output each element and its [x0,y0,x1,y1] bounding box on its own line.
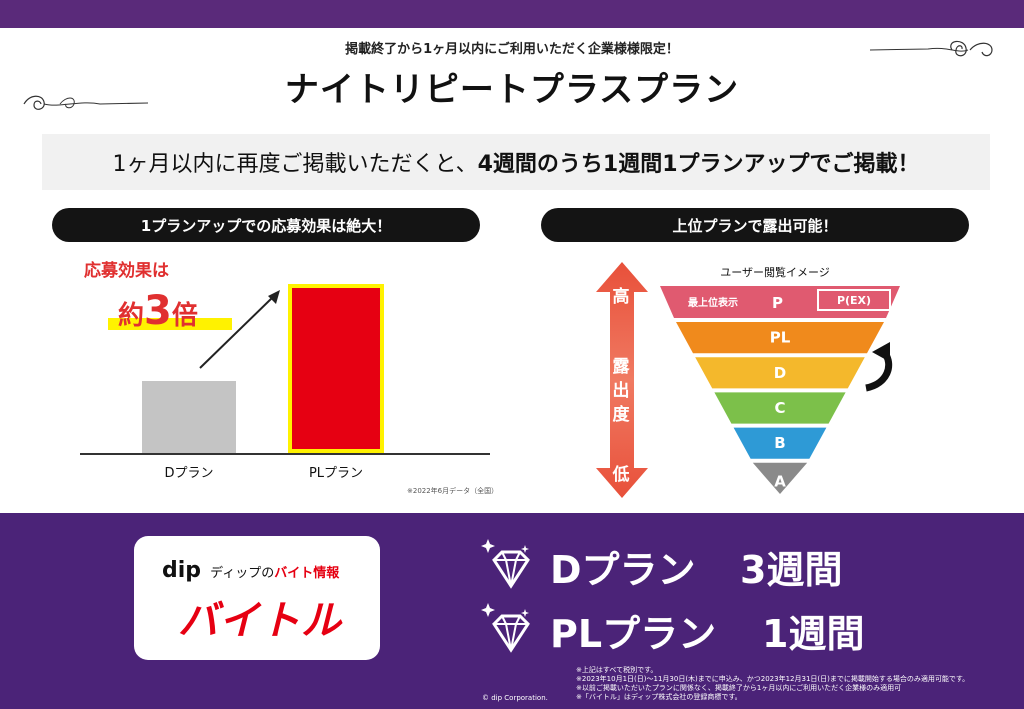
chart-baseline [80,453,490,455]
flourish-right-icon [869,40,993,57]
highlight-marker [108,318,232,330]
curl-arrow-icon [865,342,892,392]
footnote-4: ※「バイトル」はディップ株式会社の登録商標です。 [576,693,742,701]
plan-name-pl: PLプラン [550,611,717,656]
source-note: ※2022年6月データ（全国） [407,487,499,495]
logo-dip: dip [162,558,202,583]
footnotes: ※上記はすべて税別です。 ※2023年10月1日(日)～11月30日(木)までに… [576,666,969,702]
funnel-top-plan: P [772,294,783,312]
exposure-char-2: 出 [612,381,630,401]
category-label-pl: PLプラン [308,466,364,481]
low-label: 低 [612,465,630,485]
funnel-title: ユーザー閲覧イメージ [720,266,830,279]
logo-baitoru: バイトル [178,598,342,644]
times-suffix: 倍 [171,301,198,331]
logo-sub-2: バイト情報 [274,566,340,581]
high-label: 高 [612,287,630,307]
bar-d-plan [142,381,236,453]
plan-weeks-pl: 1週間 [762,611,865,656]
flourish-left-icon [23,95,149,110]
funnel-tier-pl [676,322,884,354]
exposure-char-1: 露 [612,357,630,377]
footnote-1: ※上記はすべて税別です。 [576,666,658,674]
footnote-2: ※2023年10月1日(日)～11月30日(木)までに申込み、かつ2023年12… [576,675,970,683]
exposure-char-3: 度 [612,405,630,425]
plan-row-d: Dプラン 3週間 [480,536,842,596]
funnel-ex-label: P(EX) [837,294,871,307]
times-text: 約3倍 [118,288,198,334]
plan-name-d: Dプラン [550,547,696,592]
funnel-label-b: B [774,434,785,452]
times-number: 3 [144,288,172,334]
times-callout: 約3倍 [108,284,232,334]
page-subtitle: 掲載終了から1ヶ月以内にご利用いただく企業様様限定！ [345,42,679,57]
banner-bold-text: 4週間のうち1週間1プランアップでご掲載！ [477,152,920,177]
right-section-heading: 上位プランで露出可能！ [541,208,969,242]
diamond-icon [481,603,530,653]
plan-row-pl: PLプラン 1週間 [480,600,864,660]
baitoru-logo-card: dip ディップのバイト情報 バイトル [134,536,380,660]
funnel-label-pl: PL [770,329,791,347]
headline-banner: 1ヶ月以内に再度ご掲載いただくと、 4週間のうち1週間1プランアップでご掲載！ [42,134,990,190]
footnote-3: ※以前ご掲載いただいたプランに関係なく、掲載終了から1ヶ月以内にご利用いただく企… [576,684,902,692]
banner-text: 1ヶ月以内に再度ご掲載いただくと、 [112,152,478,177]
funnel-top-label: 最上位表示 [688,296,738,309]
funnel-label-d: D [774,364,786,382]
effect-label: 応募効果は [84,261,169,281]
funnel-label-c: C [774,399,785,417]
funnel-tier-b [733,427,827,459]
funnel-ex-box [817,289,891,311]
left-section-heading: 1プランアップでの応募効果は絶大！ [52,208,480,242]
times-prefix: 約 [118,301,145,331]
plan-weeks-d: 3週間 [740,547,843,592]
copyright: © dip Corporation. [482,694,548,702]
top-bar [0,0,1024,28]
logo-sub: ディップのバイト情報 [210,566,339,581]
bar-pl-plan [288,284,384,453]
funnel-tier-c [714,392,846,424]
diamond-icon [481,539,530,589]
page-title: ナイトリピートプラスプラン [284,70,740,110]
plan-funnel: 最上位表示 P P(EX) PL DCB A [660,286,900,494]
funnel-label-a: A [774,472,786,490]
logo-line: dip ディップのバイト情報 [162,558,339,583]
funnel-tier-a [752,462,808,494]
logo-sub-1: ディップの [210,566,275,581]
increase-arrow-icon [199,290,280,369]
funnel-tier-d [695,357,865,389]
category-label-d: Dプラン [164,466,214,481]
exposure-arrow-icon [596,262,648,498]
